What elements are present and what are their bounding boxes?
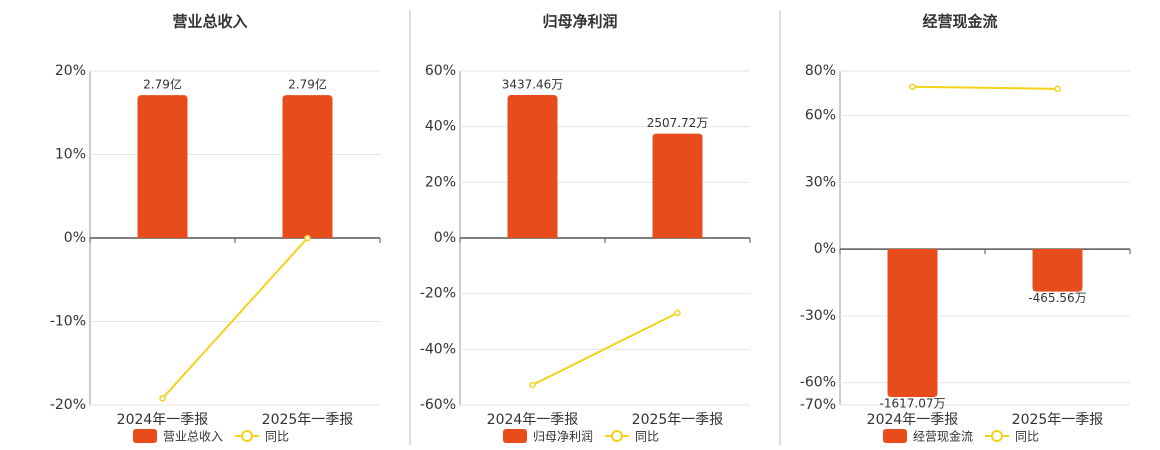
legend-icon (133, 429, 157, 443)
y-tick-label: 40% (425, 119, 456, 135)
legend-label: 同比 (265, 430, 289, 444)
legend-label: 营业总收入 (163, 430, 223, 444)
data-label: 3437.46万 (502, 77, 564, 91)
legend-label: 同比 (635, 430, 659, 444)
y-tick-label: -20% (420, 286, 456, 302)
legend-icon (883, 429, 907, 443)
bar (1032, 248, 1083, 292)
x-tick-label: 2024年一季报 (117, 412, 209, 428)
data-label: 2.79亿 (143, 77, 182, 92)
line-point (304, 234, 311, 242)
data-label: -465.56万 (1028, 291, 1086, 305)
bar (887, 248, 938, 397)
line-point (674, 309, 681, 317)
y-tick-label: 20% (55, 63, 86, 79)
bar (137, 95, 188, 238)
y-tick-label: 10% (55, 147, 86, 163)
x-tick-label: 2024年一季报 (867, 412, 959, 428)
line-point (909, 83, 916, 91)
x-tick-label: 2025年一季报 (1012, 412, 1104, 428)
line-point (159, 395, 166, 402)
line-series (161, 237, 309, 399)
legend-icon (503, 429, 527, 443)
legend-label: 经营现金流 (913, 429, 973, 444)
y-tick-label: 0% (814, 241, 836, 257)
line-point (529, 381, 536, 389)
bar (507, 94, 558, 238)
legend-icon (241, 430, 254, 442)
line-point (1054, 85, 1061, 93)
y-tick-label: -30% (800, 308, 836, 324)
x-tick-label: 2025年一季报 (632, 412, 724, 428)
chart-title: 营业总收入 (172, 13, 247, 31)
chart-title: 归母净利润 (542, 13, 617, 31)
legend-label: 同比 (1015, 430, 1039, 444)
line-series (532, 311, 678, 386)
bar (652, 133, 703, 238)
y-tick-label: 60% (805, 108, 836, 124)
chart-title: 经营现金流 (922, 13, 997, 31)
data-label: 2.79亿 (288, 77, 327, 92)
y-tick-label: 0% (64, 230, 86, 246)
x-tick-label: 2025年一季报 (262, 412, 354, 428)
x-tick-label: 2024年一季报 (487, 412, 579, 428)
y-tick-label: -40% (420, 341, 456, 357)
y-tick-label: -60% (420, 397, 456, 413)
y-tick-label: 80% (805, 63, 836, 79)
line-series (912, 85, 1058, 90)
y-tick-label: -10% (50, 314, 86, 330)
y-tick-label: -60% (800, 375, 836, 391)
y-tick-label: -70% (800, 397, 836, 413)
legend-icon (991, 430, 1004, 442)
y-tick-label: 60% (425, 63, 456, 79)
y-tick-label: 0% (434, 230, 456, 246)
y-tick-label: 20% (425, 174, 456, 190)
legend-icon (611, 430, 624, 442)
y-tick-label: 30% (805, 174, 836, 190)
bar (282, 95, 333, 238)
y-tick-label: -20% (50, 397, 86, 413)
data-label: 2507.72万 (647, 116, 709, 130)
legend-label: 归母净利润 (533, 430, 593, 444)
data-label: -1617.07万 (880, 396, 946, 410)
